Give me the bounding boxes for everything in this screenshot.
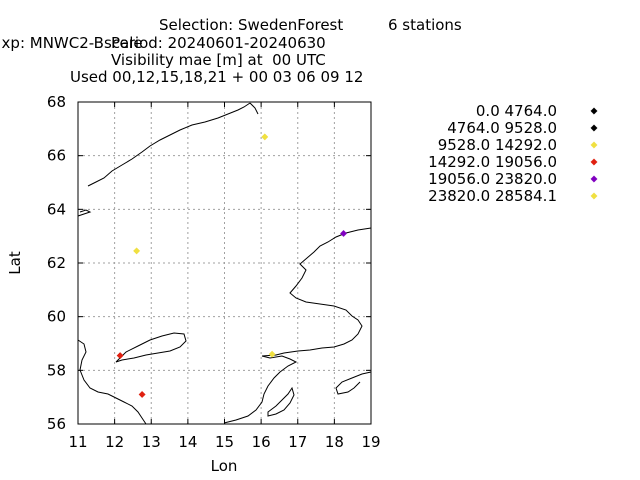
legend-label: 23820.0 28584.1: [428, 187, 557, 205]
y-tick-label: 62: [47, 254, 66, 272]
legend-label: 0.0 4764.0: [476, 102, 557, 120]
y-axis: 56 58 60 62 64 66 68: [47, 93, 371, 433]
y-tick-label: 58: [47, 361, 66, 379]
chart-title: Visibility mae [m] at 00 UTC: [111, 51, 326, 69]
legend-marker: [590, 124, 598, 132]
y-tick-label: 64: [47, 200, 66, 218]
x-tick-label: 15: [215, 433, 234, 451]
experiment-label: xp: MNWC2-Bscale: [1, 34, 143, 52]
used-label: Used 00,12,15,18,21 + 00 03 06 09 12: [70, 68, 364, 86]
period-label: Period: 20240601-20240630: [111, 34, 326, 52]
station-point: [133, 247, 141, 255]
legend-label: 19056.0 23820.0: [428, 170, 557, 188]
station-point: [339, 229, 348, 238]
legend-marker: [590, 141, 598, 149]
coastline: [77, 102, 372, 425]
x-tick-label: 18: [325, 433, 344, 451]
x-tick-label: 17: [288, 433, 307, 451]
x-axis-label: Lon: [211, 457, 238, 475]
y-tick-label: 60: [47, 308, 66, 326]
x-tick-label: 19: [361, 433, 380, 451]
stations-count: 6 stations: [388, 16, 462, 34]
x-tick-label: 16: [252, 433, 271, 451]
title-line-1: xp: MNWC2-Bscale: [0, 16, 143, 52]
station-point: [268, 350, 276, 358]
station-point: [261, 133, 269, 141]
x-tick-label: 11: [68, 433, 87, 451]
y-axis-label: Lat: [6, 251, 24, 275]
x-tick-label: 14: [178, 433, 197, 451]
x-tick-label: 13: [142, 433, 161, 451]
legend-label: 14292.0 19056.0: [428, 153, 557, 171]
legend-marker: [590, 175, 598, 183]
selection-label: Selection: SwedenForest: [159, 16, 344, 34]
legend-marker: [590, 192, 598, 200]
station-point: [116, 352, 124, 360]
y-tick-label: 68: [47, 93, 66, 111]
legend-marker: [590, 107, 598, 115]
legend-marker: [590, 158, 598, 166]
y-tick-label: 56: [47, 415, 66, 433]
legend-label: 9528.0 14292.0: [438, 136, 557, 154]
grid-lines: [78, 102, 371, 424]
station-point: [138, 390, 146, 399]
y-tick-label: 66: [47, 147, 66, 165]
x-axis: 11 12 13 14 15 16 17 18 19: [68, 102, 381, 451]
x-tick-label: 12: [105, 433, 124, 451]
station-points: [116, 133, 348, 399]
legend-label: 4764.0 9528.0: [447, 119, 557, 137]
